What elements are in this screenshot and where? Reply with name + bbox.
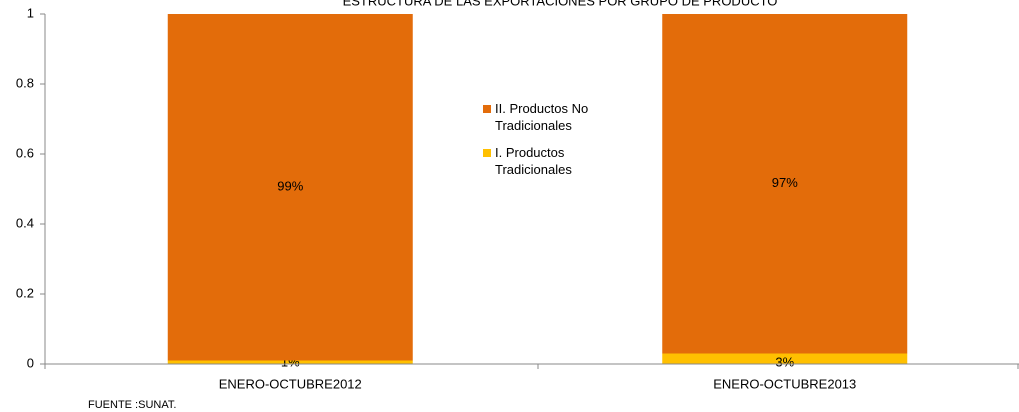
x-tick-label: ENERO-OCTUBRE2013 [713,376,856,391]
y-tick-label: 1 [27,5,34,20]
legend-swatch [483,105,491,113]
y-tick-label: 0.8 [16,75,34,90]
legend-swatch [483,149,491,157]
legend-label: I. Productos Tradicionales [495,145,572,177]
legend-label: II. Productos No Tradicionales [495,101,589,133]
y-tick-label: 0 [27,355,34,370]
bar-segment [662,14,908,354]
source-note: FUENTE :SUNAT. [88,399,177,411]
data-label: 97% [772,175,798,190]
bar-segment [167,14,413,361]
legend-item: II. Productos No Tradicionales [483,100,653,134]
bar-segment [167,360,413,364]
bar-segment [662,353,908,364]
data-label: 3% [775,354,794,369]
chart-title: ESTRUCTURA DE LAS EXPORTACIONES POR GRUP… [343,0,778,8]
legend: II. Productos No Tradicionales I. Product… [483,100,653,188]
y-tick-label: 0.4 [16,215,34,230]
y-tick-label: 0.2 [16,285,34,300]
data-label: 99% [277,179,303,194]
y-tick-label: 0.6 [16,145,34,160]
legend-item: I. Productos Tradicionales [483,144,653,178]
x-tick-label: ENERO-OCTUBRE2012 [219,376,362,391]
